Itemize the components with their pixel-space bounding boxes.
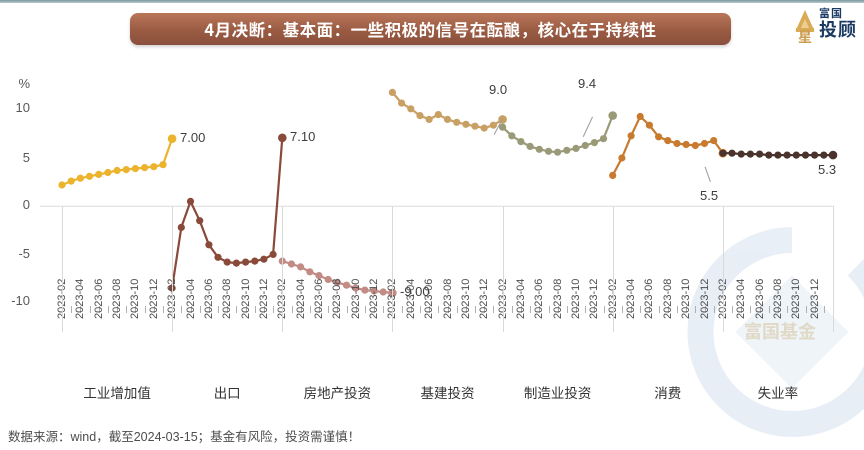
svg-text:富国基金: 富国基金 [744, 318, 816, 344]
